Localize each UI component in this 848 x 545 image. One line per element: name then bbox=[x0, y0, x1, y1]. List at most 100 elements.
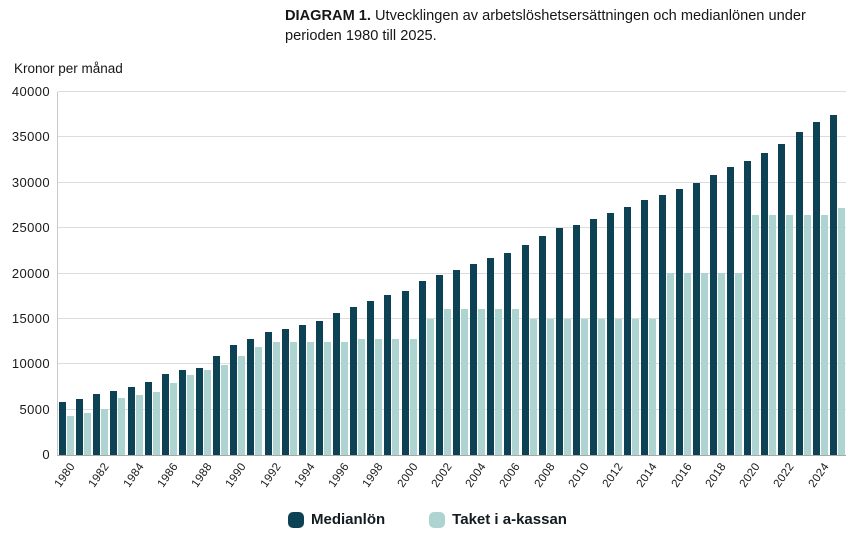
bar-medianlon-1999 bbox=[384, 295, 392, 455]
bar-medianlon-1998 bbox=[367, 300, 375, 455]
bar-medianlon-1982 bbox=[93, 394, 101, 455]
x-tick-2022: 2022 bbox=[772, 461, 798, 490]
x-tick-1982: 1982 bbox=[86, 461, 113, 490]
bar-taket-2009 bbox=[563, 319, 571, 455]
x-tick-1986: 1986 bbox=[155, 461, 181, 490]
bar-medianlon-1997 bbox=[350, 307, 358, 455]
x-tick-2012: 2012 bbox=[600, 461, 627, 490]
bar-medianlon-1983 bbox=[110, 390, 118, 455]
bar-medianlon-2025 bbox=[829, 114, 837, 455]
bar-medianlon-2009 bbox=[555, 228, 563, 455]
legend: Medianlön Taket i a-kassan bbox=[288, 511, 567, 528]
bar-medianlon-2012 bbox=[607, 212, 615, 455]
bar-medianlon-1984 bbox=[127, 386, 135, 455]
bar-taket-1991 bbox=[255, 346, 263, 455]
bar-taket-2010 bbox=[580, 319, 588, 455]
x-tick-2010: 2010 bbox=[566, 461, 592, 490]
x-tick-2014: 2014 bbox=[635, 461, 661, 490]
bar-medianlon-1990 bbox=[230, 345, 238, 455]
bar-taket-2000 bbox=[409, 339, 417, 455]
bar-medianlon-1989 bbox=[213, 356, 221, 455]
bar-medianlon-1996 bbox=[333, 313, 341, 455]
y-tick-20000: 20000 bbox=[11, 265, 50, 281]
bar-taket-1996 bbox=[341, 342, 349, 455]
y-tick-5000: 5000 bbox=[19, 401, 50, 417]
bar-medianlon-2013 bbox=[624, 207, 632, 455]
x-tick-1992: 1992 bbox=[258, 461, 284, 490]
bar-taket-1999 bbox=[392, 339, 400, 455]
gridline-30000 bbox=[58, 181, 846, 183]
x-tick-1994: 1994 bbox=[292, 461, 318, 490]
x-tick-2016: 2016 bbox=[669, 461, 695, 490]
bar-taket-1981 bbox=[84, 413, 92, 455]
y-tick-10000: 10000 bbox=[11, 356, 50, 372]
bar-medianlon-2023 bbox=[795, 131, 803, 455]
bar-medianlon-2000 bbox=[401, 290, 409, 455]
bar-taket-1987 bbox=[186, 375, 194, 455]
bar-medianlon-2016 bbox=[675, 189, 683, 455]
bar-taket-1993 bbox=[289, 342, 297, 455]
gridline-35000 bbox=[58, 136, 846, 138]
y-tick-25000: 25000 bbox=[11, 220, 50, 236]
gridline-25000 bbox=[58, 227, 846, 229]
bar-taket-2018 bbox=[717, 273, 725, 455]
bar-taket-1984 bbox=[135, 395, 143, 455]
legend-label-medianlon: Medianlön bbox=[311, 511, 386, 528]
bar-taket-2012 bbox=[615, 319, 623, 455]
x-tick-1996: 1996 bbox=[326, 461, 352, 490]
bar-medianlon-1992 bbox=[264, 331, 272, 455]
bar-taket-2024 bbox=[820, 215, 828, 455]
x-tick-1998: 1998 bbox=[360, 461, 387, 490]
bar-medianlon-2003 bbox=[453, 269, 460, 455]
bar-taket-1980 bbox=[67, 416, 74, 455]
taket-swatch-icon bbox=[429, 511, 446, 528]
bar-medianlon-1993 bbox=[281, 328, 289, 455]
bar-medianlon-1980 bbox=[59, 402, 66, 455]
y-tick-30000: 30000 bbox=[11, 174, 50, 190]
bar-medianlon-1981 bbox=[76, 398, 84, 455]
bar-taket-2017 bbox=[700, 273, 708, 455]
bar-medianlon-2010 bbox=[572, 224, 580, 455]
bar-taket-2002 bbox=[443, 309, 451, 455]
gridline-40000 bbox=[58, 91, 846, 92]
bar-taket-1994 bbox=[306, 342, 314, 455]
x-tick-2000: 2000 bbox=[395, 461, 421, 490]
y-tick-40000: 40000 bbox=[11, 84, 50, 99]
bar-medianlon-1988 bbox=[196, 367, 204, 455]
chart-title: DIAGRAM 1. Utvecklingen av arbetslöshets… bbox=[285, 7, 845, 46]
bar-taket-1986 bbox=[169, 383, 177, 455]
bar-medianlon-1994 bbox=[298, 325, 306, 455]
bar-taket-2019 bbox=[735, 273, 743, 455]
bar-medianlon-2005 bbox=[487, 258, 495, 455]
plot-area bbox=[57, 91, 846, 456]
bar-medianlon-2004 bbox=[470, 263, 478, 455]
bar-taket-2001 bbox=[426, 319, 434, 455]
bar-medianlon-2001 bbox=[418, 280, 426, 455]
bar-taket-2003 bbox=[461, 309, 468, 455]
x-tick-1984: 1984 bbox=[121, 461, 147, 490]
x-tick-2024: 2024 bbox=[806, 461, 832, 490]
bar-taket-2016 bbox=[683, 273, 691, 455]
bar-taket-1990 bbox=[238, 356, 246, 455]
bar-taket-1997 bbox=[358, 339, 366, 455]
y-tick-15000: 15000 bbox=[11, 310, 50, 326]
y-axis-label: Kronor per månad bbox=[14, 61, 123, 76]
bar-medianlon-2006 bbox=[504, 252, 512, 455]
bar-taket-2008 bbox=[546, 319, 554, 455]
bar-taket-2006 bbox=[512, 309, 520, 455]
bar-taket-2005 bbox=[495, 309, 503, 455]
bar-medianlon-1995 bbox=[315, 320, 323, 455]
x-tick-2020: 2020 bbox=[737, 461, 764, 490]
x-tick-2002: 2002 bbox=[429, 461, 455, 490]
bar-taket-2023 bbox=[803, 215, 811, 455]
bar-taket-1983 bbox=[118, 397, 126, 455]
bar-medianlon-1987 bbox=[178, 369, 186, 455]
bar-taket-2022 bbox=[786, 215, 794, 455]
bar-taket-2004 bbox=[478, 309, 486, 455]
bar-taket-1992 bbox=[272, 342, 280, 455]
bar-taket-2021 bbox=[769, 215, 777, 455]
bar-taket-1988 bbox=[204, 370, 212, 455]
medianlon-swatch-icon bbox=[288, 511, 304, 528]
bar-medianlon-2014 bbox=[641, 200, 649, 455]
